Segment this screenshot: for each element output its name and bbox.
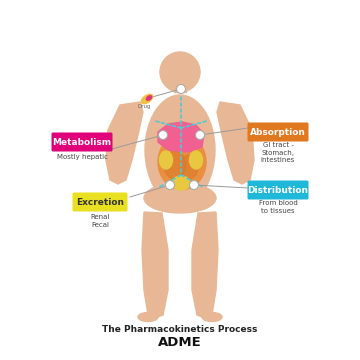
Text: Metabolism: Metabolism [53,138,112,147]
Ellipse shape [159,151,172,169]
Ellipse shape [158,135,206,189]
Text: Drug: Drug [137,104,151,109]
FancyBboxPatch shape [72,193,127,212]
Polygon shape [192,212,218,318]
Ellipse shape [144,183,216,213]
Ellipse shape [172,176,190,190]
Polygon shape [158,122,204,152]
FancyBboxPatch shape [247,122,309,141]
Ellipse shape [189,151,202,169]
Polygon shape [106,102,143,184]
Polygon shape [217,102,254,184]
Text: Absorption: Absorption [250,127,306,136]
Text: Renal
Fecal: Renal Fecal [90,214,110,228]
Circle shape [166,180,175,189]
Circle shape [158,131,167,140]
FancyBboxPatch shape [247,180,309,199]
Text: From blood
to tissues: From blood to tissues [258,200,297,213]
Text: Mostly hepatic: Mostly hepatic [57,154,108,160]
FancyBboxPatch shape [174,82,186,92]
FancyBboxPatch shape [51,132,112,152]
Text: GI tract -
Stomach,
intestines: GI tract - Stomach, intestines [261,142,295,163]
Circle shape [160,52,200,92]
Ellipse shape [180,155,198,179]
Ellipse shape [164,151,186,179]
Ellipse shape [145,95,215,205]
Polygon shape [142,212,168,318]
Circle shape [189,180,198,189]
Ellipse shape [138,312,158,321]
Circle shape [195,131,204,140]
Text: Distribution: Distribution [247,185,309,194]
Text: The Pharmacokinetics Process: The Pharmacokinetics Process [102,325,258,334]
Text: Excretion: Excretion [76,198,124,207]
Ellipse shape [202,312,222,321]
Ellipse shape [147,96,152,100]
Ellipse shape [141,94,153,104]
Text: ADME: ADME [158,336,202,348]
Circle shape [176,85,185,94]
